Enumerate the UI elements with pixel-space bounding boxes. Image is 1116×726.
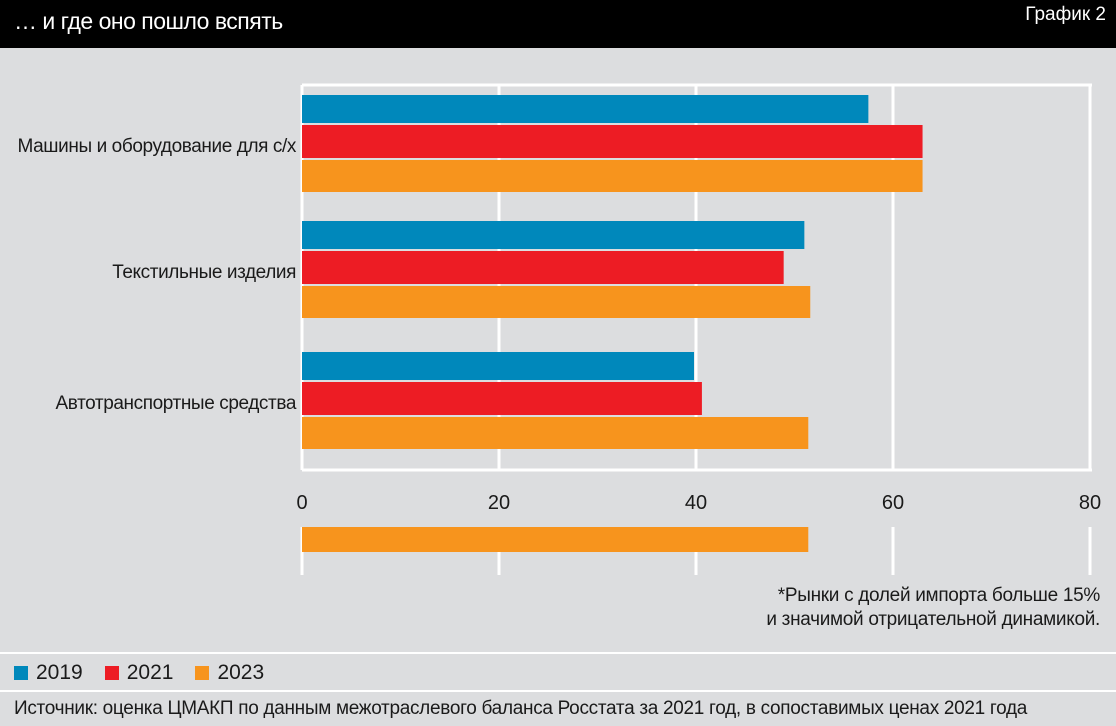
bar-2023	[302, 160, 923, 192]
chart-title: … и где оно пошло вспять	[14, 8, 283, 34]
bar-2021	[302, 125, 923, 158]
x-tick-label: 40	[685, 492, 707, 514]
divider	[0, 690, 1116, 692]
legend: 2019 2021 2023	[14, 661, 264, 685]
legend-label: 2023	[217, 661, 265, 684]
legend-item-2023: 2023	[195, 661, 264, 685]
legend-swatch	[14, 666, 28, 680]
bar-chart: 0 20 40 60 80 Машины и оборудование для с/х Те…	[18, 83, 1101, 575]
divider	[0, 652, 1116, 654]
category-label: Машины и оборудование для с/х	[18, 136, 297, 157]
x-tick-label: 20	[488, 492, 510, 514]
x-tick-label: 60	[882, 492, 904, 514]
bar-2019	[302, 95, 869, 123]
bar-2021	[302, 251, 784, 284]
footnote: *Рынки с долей импорта больше 15% и знач…	[766, 584, 1100, 632]
legend-item-2019: 2019	[14, 661, 83, 685]
bar-2021	[302, 382, 702, 415]
x-tick-label: 80	[1079, 492, 1101, 514]
legend-swatch	[195, 666, 210, 680]
x-tick-label: 0	[296, 492, 307, 514]
bar-2023	[302, 286, 811, 318]
bar-2019	[302, 221, 805, 249]
legend-swatch	[104, 666, 119, 680]
chart-number: График 2	[1025, 4, 1106, 25]
legend-label: 2019	[36, 661, 83, 684]
bar-2023-duplicate	[302, 527, 809, 552]
legend-label: 2021	[126, 661, 174, 684]
title-bar: … и где оно пошло вспять График 2	[0, 0, 1116, 48]
legend-item-2021: 2021	[104, 661, 174, 685]
footnote-line-2: и значимой отрицательной динамикой.	[766, 609, 1100, 630]
footnote-line-1: *Рынки с долей импорта больше 15%	[777, 585, 1101, 606]
bar-2023	[302, 417, 809, 449]
source-text: Источник: оценка ЦМАКП по данным межотра…	[14, 698, 1028, 719]
category-label: Текстильные изделия	[112, 262, 296, 283]
bar-2019	[302, 352, 695, 380]
category-label: Автотранспортные средства	[56, 393, 297, 414]
